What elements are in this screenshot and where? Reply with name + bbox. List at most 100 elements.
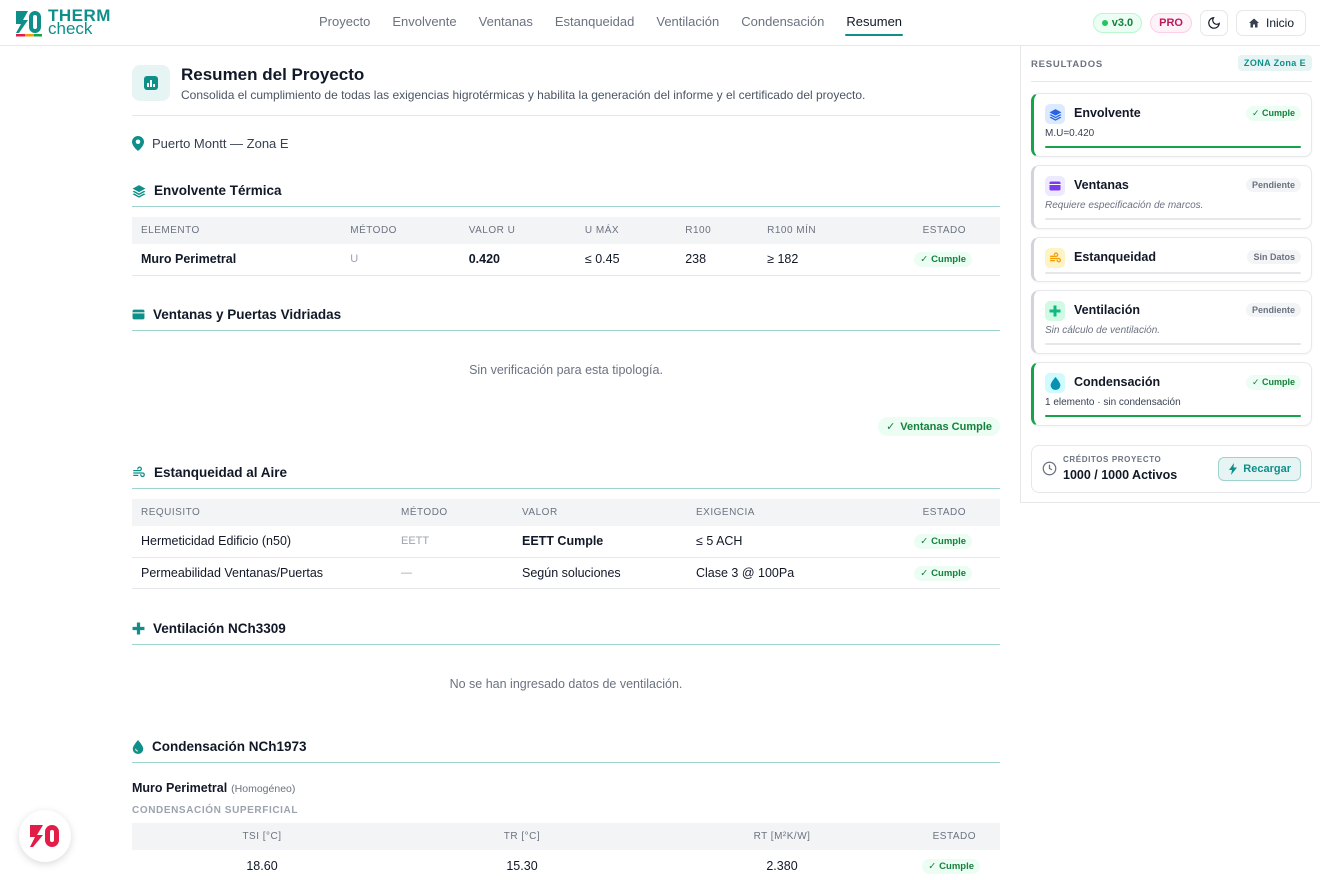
status-label: Cumple: [931, 536, 966, 548]
home-label: Inicio: [1265, 16, 1294, 30]
recharge-button[interactable]: Recargar: [1218, 457, 1301, 481]
result-card-ventanas[interactable]: Ventanas Pendiente Requiere especificaci…: [1031, 165, 1312, 229]
status-badge: ✓ Cumple: [914, 252, 972, 268]
logo-mark-icon: [14, 7, 44, 37]
home-button[interactable]: Inicio: [1235, 10, 1306, 36]
location-label: Puerto Montt — Zona E: [152, 136, 289, 151]
recharge-label: Recargar: [1243, 463, 1291, 475]
section-title-ventilacion: Ventilación NCh3309: [153, 621, 286, 636]
card-note: Sin cálculo de ventilación.: [1045, 325, 1161, 336]
empty-state-ventanas: Sin verificación para esta tipología.: [469, 363, 663, 377]
card-title: Ventanas: [1074, 178, 1129, 192]
nav-envolvente[interactable]: Envolvente: [392, 14, 457, 29]
table-row: Muro Perimetral U 0.420 ≤ 0.45 238 ≥ 182…: [132, 244, 1000, 276]
card-title: Ventilación: [1074, 303, 1140, 317]
cell: Permeabilidad Ventanas/Puertas: [132, 557, 392, 589]
section-condensacion: Condensación NCh1973: [132, 739, 1000, 763]
section-ventanas: Ventanas y Puertas Vidriadas: [132, 307, 1000, 331]
progress-bar: [1045, 272, 1301, 274]
chart-icon: [132, 65, 170, 101]
cell: —: [392, 557, 513, 589]
col-header: Requisito: [141, 507, 201, 518]
card-note: M.U=0.420: [1045, 128, 1095, 139]
top-bar: THERM check Proyecto Envolvente Ventanas…: [0, 0, 1320, 46]
logo-line2: check: [48, 18, 93, 38]
window-icon: [132, 309, 145, 320]
result-card-envolvente[interactable]: Envolvente ✓ Cumple M.U=0.420: [1031, 93, 1312, 157]
ventanas-status-label: Ventanas Cumple: [900, 420, 992, 433]
condensation-element: Muro Perimetral (Homogéneo): [132, 781, 295, 795]
layers-icon: [132, 185, 146, 198]
section-estanqueidad: Estanqueidad al Aire: [132, 465, 1000, 489]
cell: Según soluciones: [513, 557, 687, 589]
cell: 0.420: [459, 244, 576, 276]
cell: Muro Perimetral: [132, 244, 342, 276]
status-badge: Sin Datos: [1247, 250, 1301, 264]
status-badge: ✓ Cumple: [1245, 106, 1301, 121]
nav-ventilacion[interactable]: Ventilación: [656, 14, 720, 29]
table-row: Permeabilidad Ventanas/Puertas — Según s…: [132, 557, 1000, 589]
logo[interactable]: THERM check: [14, 7, 111, 37]
ventanas-status-badge: ✓ Ventanas Cumple: [878, 417, 1000, 436]
brand-icon: [30, 825, 59, 847]
project-location: Puerto Montt — Zona E: [132, 136, 289, 151]
table-row: Hermeticidad Edificio (n50) EETT EETT Cu…: [132, 526, 1000, 558]
status-badge: ✓ Cumple: [1245, 375, 1301, 390]
card-title: Envolvente: [1074, 106, 1141, 120]
element-type: (Homogéneo): [231, 783, 296, 795]
cell: U: [341, 244, 460, 276]
results-panel: RESULTADOS ZONA Zona E Envolvente ✓ Cump…: [1020, 46, 1320, 503]
result-card-ventilacion[interactable]: Ventilación Pendiente Sin cálculo de ven…: [1031, 290, 1312, 354]
section-title-condensacion: Condensación NCh1973: [152, 739, 307, 754]
location-pin-icon: [132, 136, 144, 151]
credits-card: CRÉDITOS PROYECTO 1000 / 1000 Activos Re…: [1031, 445, 1312, 493]
status-label: Cumple: [1261, 377, 1295, 387]
col-header: R100: [685, 225, 712, 236]
table-row: 18.60 15.30 2.380 ✓ Cumple: [132, 850, 1000, 880]
window-icon: [1045, 176, 1065, 196]
progress-bar: [1045, 146, 1301, 148]
bolt-icon: [1229, 463, 1238, 475]
nav-resumen[interactable]: Resumen: [835, 0, 913, 46]
cell: ≤ 0.45: [575, 244, 677, 276]
status-badge: ✓ Cumple: [914, 534, 972, 550]
nav-proyecto[interactable]: Proyecto: [319, 14, 371, 29]
status-label: Cumple: [931, 254, 966, 266]
status-dot-icon: [1101, 20, 1108, 26]
zone-badge: ZONA Zona E: [1237, 55, 1312, 71]
clock-icon: [1042, 461, 1057, 476]
nav-ventanas[interactable]: Ventanas: [478, 14, 533, 29]
wind-icon: [133, 466, 145, 478]
result-card-estanqueidad[interactable]: Estanqueidad Sin Datos: [1031, 237, 1312, 282]
floating-logo-button[interactable]: [19, 810, 71, 862]
status-badge: Pendiente: [1245, 178, 1301, 192]
nav-condensacion[interactable]: Condensación: [741, 14, 825, 29]
card-title: Condensación: [1074, 375, 1161, 389]
drop-icon: [1045, 373, 1065, 393]
section-title-ventanas: Ventanas y Puertas Vidriadas: [153, 307, 342, 322]
result-card-condensacion[interactable]: Condensación ✓ Cumple 1 elemento · sin c…: [1031, 362, 1312, 426]
col-header: Valor: [522, 507, 558, 518]
progress-bar: [1045, 218, 1301, 220]
card-title: Estanqueidad: [1074, 250, 1156, 264]
plus-cross-icon: [1045, 301, 1065, 321]
theme-toggle-button[interactable]: [1199, 10, 1228, 36]
plan-badge: PRO: [1150, 13, 1192, 33]
status-label: Cumple: [931, 567, 966, 579]
cell: EETT Cumple: [513, 526, 687, 558]
nav-estanqueidad[interactable]: Estanqueidad: [554, 14, 635, 29]
credits-label: CRÉDITOS PROYECTO: [1063, 455, 1162, 464]
main-content: Resumen del Proyecto Consolida el cumpli…: [132, 46, 1000, 880]
col-header: U Máx: [584, 225, 620, 236]
section-envolvente: Envolvente Térmica: [132, 183, 1000, 207]
cell: Hermeticidad Edificio (n50): [132, 526, 392, 558]
col-header: Exigencia: [696, 507, 755, 518]
progress-bar: [1045, 415, 1301, 417]
status-badge: Pendiente: [1245, 303, 1301, 317]
col-header: Método: [401, 507, 448, 518]
cell: Clase 3 @ 100Pa: [687, 557, 867, 589]
section-ventilacion: Ventilación NCh3309: [132, 621, 1000, 645]
version-badge: v3.0: [1092, 13, 1143, 33]
condensacion-table: TSI [°C] TR [°C] RT [M²K/W] Estado 18.60…: [132, 823, 1000, 880]
moon-icon: [1208, 17, 1220, 29]
